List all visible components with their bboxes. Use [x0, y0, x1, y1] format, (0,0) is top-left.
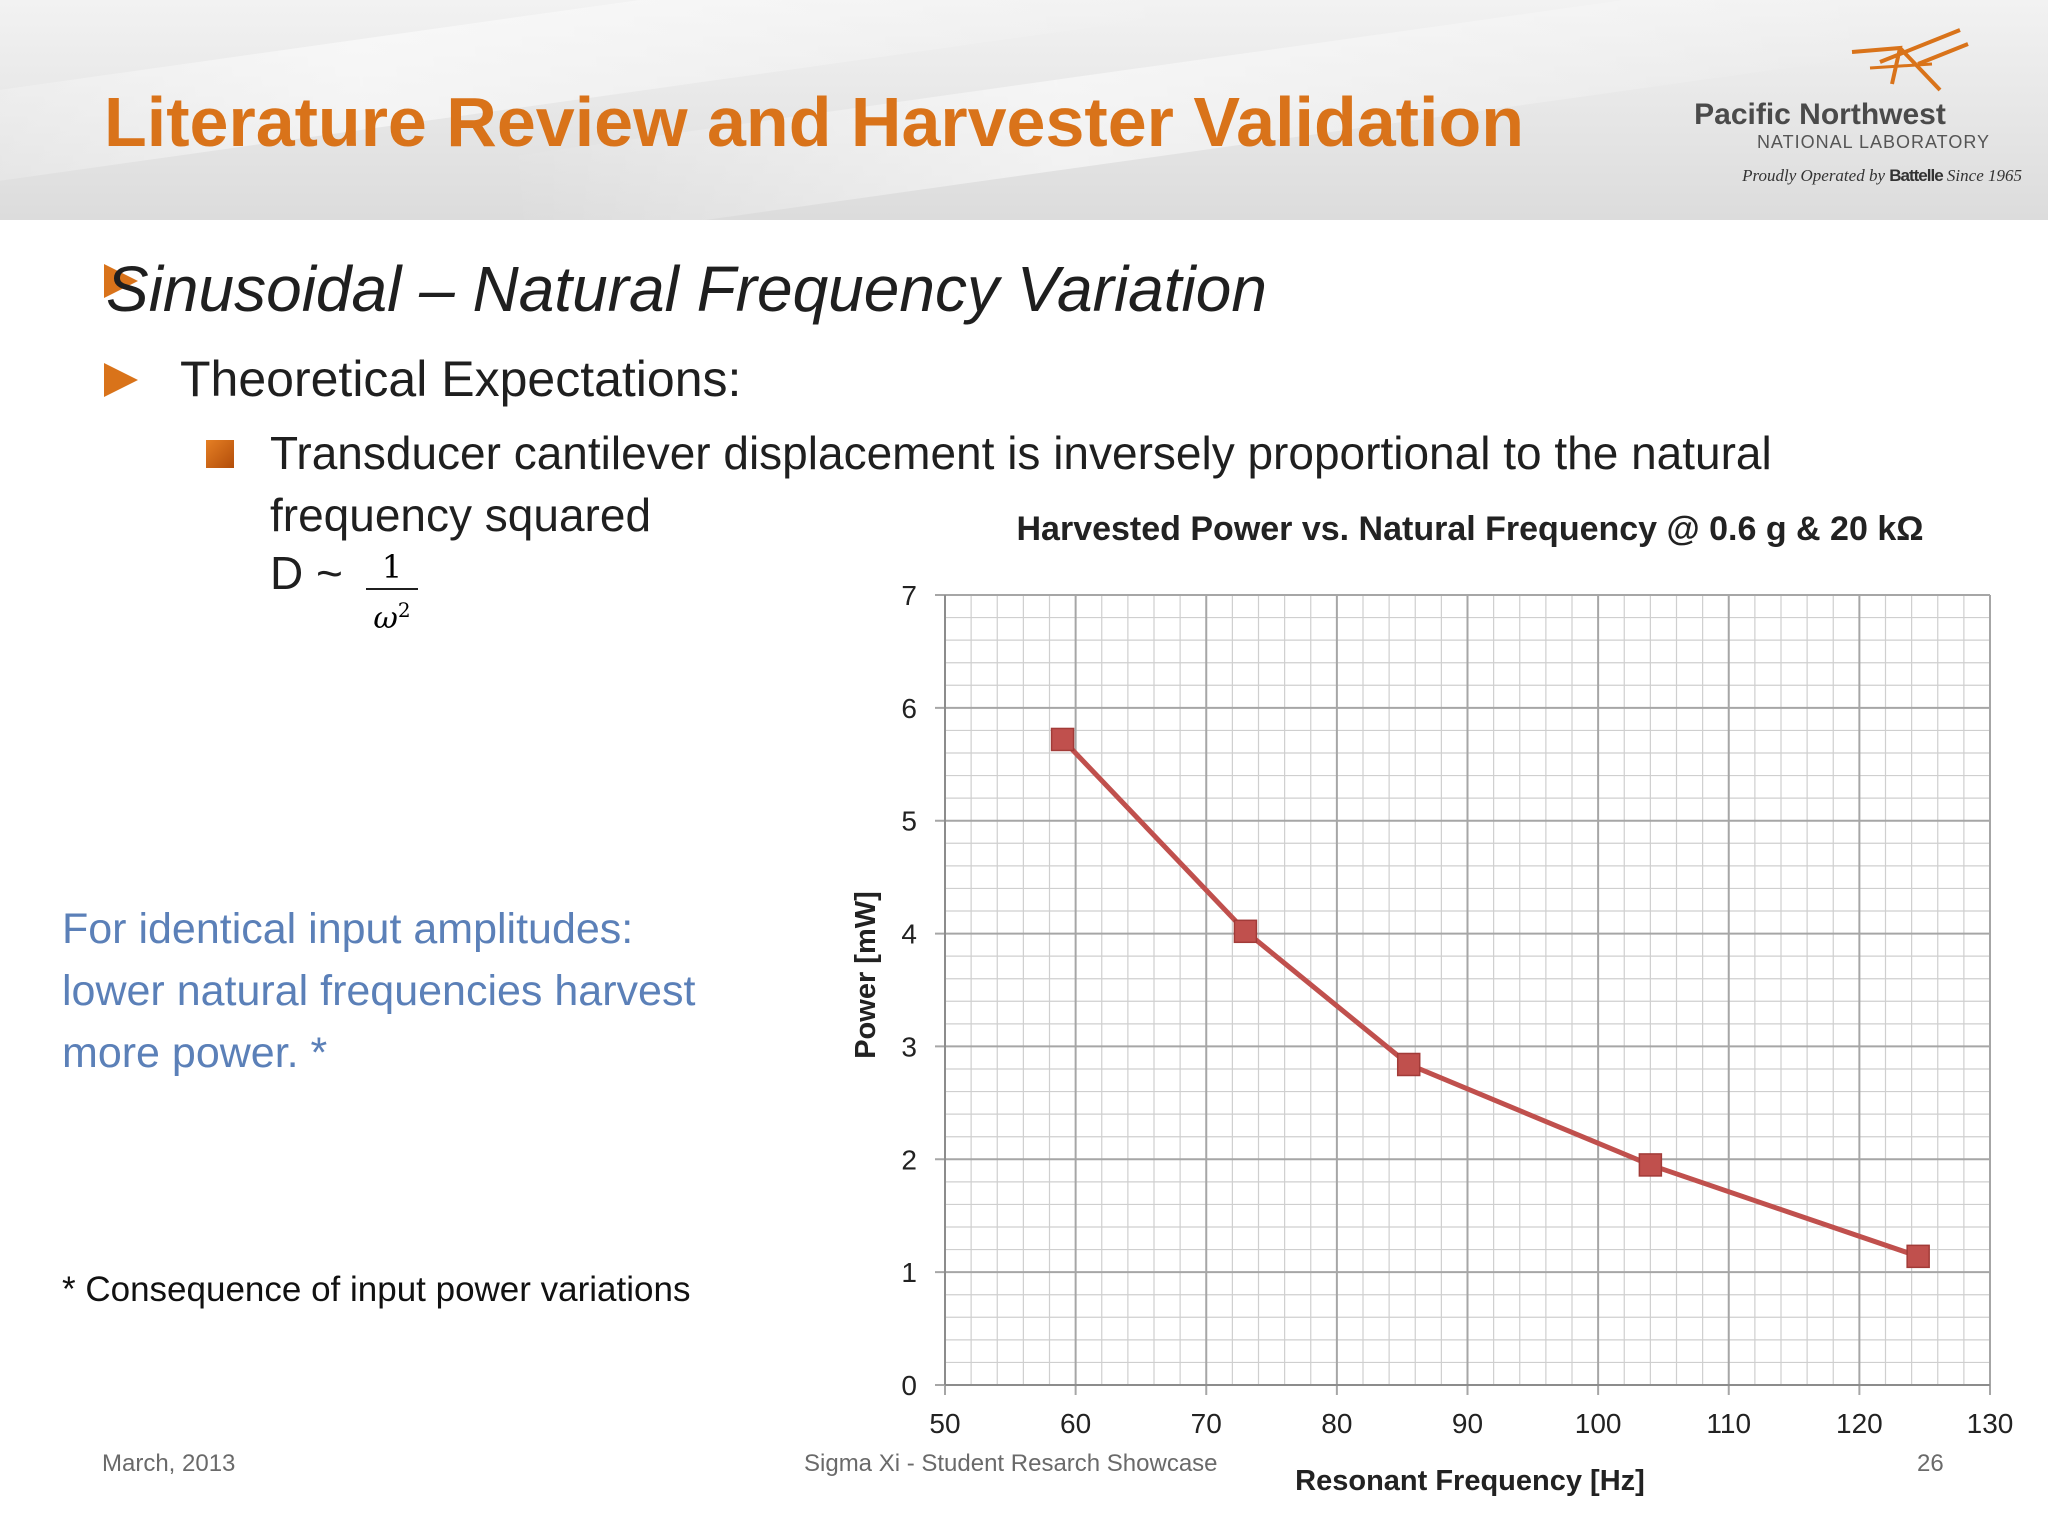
y-tick-label: 7 [901, 580, 917, 611]
formula-prefix: D ~ [270, 547, 343, 599]
x-tick-label: 90 [1452, 1408, 1483, 1439]
footer-date: March, 2013 [102, 1450, 236, 1477]
chart-title: Harvested Power vs. Natural Frequency @ … [1017, 510, 1924, 548]
logo-subtitle: NATIONAL LABORATORY [1756, 132, 1990, 152]
grid-major [935, 594, 1991, 1395]
slide-header [0, 0, 2048, 220]
data-series [1050, 727, 1930, 1269]
pnnl-logo: Pacific Northwest NATIONAL LABORATORY Pr… [1690, 24, 2030, 194]
section-heading: Sinusoidal – Natural Frequency Variation [106, 253, 1267, 325]
note-line: more power. * [62, 1029, 328, 1077]
x-axis-title: Resonant Frequency [Hz] [1295, 1465, 1645, 1497]
formula-numerator: 1 [381, 548, 403, 586]
bullet-arrow-icon [104, 363, 138, 397]
sub-heading: Theoretical Expectations: [180, 351, 742, 407]
bullet-text-line: Transducer cantilever displacement is in… [270, 427, 1772, 479]
logo-tag-brand: Battelle [1889, 166, 1943, 185]
y-axis-title: Power [mW] [850, 891, 882, 1059]
x-tick-label: 100 [1575, 1408, 1622, 1439]
x-tick-label: 120 [1836, 1408, 1883, 1439]
fraction-bar [366, 588, 418, 590]
data-point-marker [1906, 1244, 1930, 1269]
logo-name: Pacific Northwest [1694, 98, 1946, 131]
y-tick-label: 2 [901, 1144, 917, 1175]
data-point-marker [1050, 727, 1075, 752]
slide-title: Literature Review and Harvester Validati… [104, 83, 1524, 161]
power-frequency-chart: Harvested Power vs. Natural Frequency @ … [850, 510, 2013, 1497]
y-tick-label: 3 [901, 1031, 917, 1062]
y-tick-label: 6 [901, 693, 917, 724]
tick-labels: 50 60 70 80 90 100 110 120 130 0 1 2 3 4 5 6 7 [901, 580, 2013, 1439]
note-line: For identical input amplitudes: [62, 905, 634, 953]
data-point-marker [1396, 1052, 1421, 1077]
footer-page-number: 26 [1917, 1450, 1944, 1477]
formula-denominator: ω2 [373, 598, 411, 636]
x-tick-label: 110 [1706, 1408, 1751, 1439]
data-point-marker [1233, 919, 1258, 944]
footer-event: Sigma Xi - Student Resarch Showcase [804, 1450, 1218, 1477]
x-tick-label: 80 [1321, 1408, 1352, 1439]
note-line: lower natural frequencies harvest [62, 967, 696, 1015]
data-point-marker [1638, 1153, 1663, 1177]
pnnl-logo-mark-icon [1851, 28, 1969, 92]
y-tick-label: 1 [901, 1257, 917, 1288]
logo-tagline: Proudly Operated by Battelle Since 1965 [1742, 166, 2022, 186]
bullet-arrow-icon [104, 264, 138, 298]
chart-axes [944, 595, 1990, 1386]
x-tick-label: 70 [1191, 1408, 1222, 1439]
x-tick-label: 50 [929, 1408, 960, 1439]
logo-tag-post: Since 1965 [1946, 166, 2022, 185]
series-line [1060, 737, 1919, 1259]
y-tick-label: 4 [901, 919, 917, 950]
formula-fraction: 1 ω2 [366, 548, 418, 637]
x-tick-label: 60 [1060, 1408, 1091, 1439]
conclusion-note: For identical input amplitudes: lower na… [62, 898, 822, 1084]
footnote: * Consequence of input power variations [62, 1270, 691, 1309]
formula-exponent: 2 [397, 598, 411, 622]
y-tick-label: 0 [901, 1370, 917, 1401]
logo-tag-pre: Proudly Operated by [1742, 166, 1885, 185]
bullet-square-icon [206, 440, 234, 468]
y-tick-label: 5 [901, 806, 917, 837]
x-tick-label: 130 [1967, 1408, 2014, 1439]
bullet-text-line: frequency squared [270, 489, 652, 541]
